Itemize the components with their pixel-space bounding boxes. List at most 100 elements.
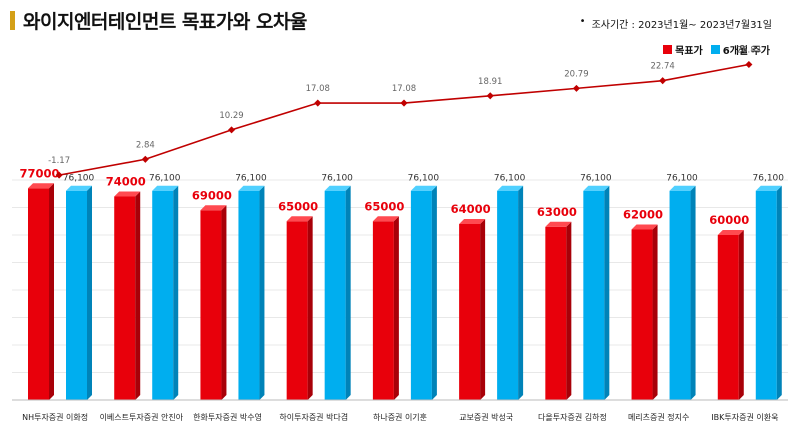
target-bar-front — [631, 229, 653, 400]
target-bar-top — [372, 216, 399, 222]
target-bar-side — [393, 216, 399, 400]
category-label: 교보증권 박성국 — [459, 412, 513, 422]
error-rate-point — [314, 99, 322, 107]
price-bar-front — [410, 190, 432, 400]
price-bar-front — [583, 190, 605, 400]
price-value-label: 76,100 — [753, 174, 785, 184]
target-bar-top — [28, 183, 54, 189]
price-bar-top — [755, 185, 782, 191]
legend: 목표가 6개월 주가 — [663, 42, 770, 57]
price-bar — [152, 185, 179, 400]
target-value-label: 74000 — [106, 175, 146, 189]
error-rate-point — [141, 155, 149, 163]
error-rate-label: 2.84 — [136, 140, 155, 150]
price-bar-front — [238, 190, 260, 400]
price-bar — [497, 185, 524, 400]
price-value-label: 76,100 — [494, 174, 526, 184]
target-bar — [28, 183, 54, 400]
price-bar-front — [669, 190, 691, 400]
price-bar-top — [152, 185, 179, 191]
price-bar-side — [173, 185, 179, 400]
error-rate-label: 10.29 — [219, 111, 243, 121]
price-value-label: 76,100 — [408, 174, 440, 184]
error-rate-label: 17.08 — [306, 84, 330, 94]
target-bar — [286, 216, 313, 400]
target-bar — [545, 221, 572, 400]
survey-period: • 조사기간 : 2023년1월~ 2023년7월31일 — [580, 16, 772, 31]
category-label: 이베스트투자증권 안진아 — [100, 412, 184, 422]
price-bar-top — [238, 185, 265, 191]
target-bar — [372, 216, 399, 400]
legend-label-price: 6개월 주가 — [722, 46, 770, 57]
target-bar-top — [459, 219, 486, 224]
title-accent-bar — [10, 10, 15, 30]
error-rate-label: 22.74 — [650, 62, 674, 72]
target-bar-top — [717, 230, 744, 235]
target-bar-front — [545, 226, 567, 400]
error-rate-point — [486, 92, 494, 100]
target-bar-front — [459, 224, 481, 400]
price-bar-side — [431, 185, 437, 400]
target-bar-front — [717, 235, 739, 400]
price-bar — [238, 185, 265, 400]
target-value-label: 60000 — [709, 213, 749, 227]
error-rate-point — [745, 60, 753, 69]
target-bar-side — [135, 191, 141, 400]
target-bar — [631, 224, 658, 400]
title-bar: 와이지엔터테인먼트 목표가와 오차율 — [10, 8, 307, 33]
error-rate-point — [659, 77, 667, 85]
category-label: 한화투자증권 박수영 — [193, 412, 262, 422]
legend-swatch-target — [663, 45, 673, 54]
price-bar-side — [604, 185, 610, 400]
category-label: IBK투자증권 이환욱 — [711, 412, 778, 422]
target-bar-front — [372, 221, 394, 400]
price-bar — [324, 185, 351, 400]
price-bar-front — [755, 190, 777, 400]
error-rate-label: 26.83 — [737, 46, 761, 56]
category-label: 메리츠증권 정지수 — [628, 412, 689, 422]
price-bar-side — [518, 185, 524, 400]
target-value-label: 65000 — [278, 199, 318, 213]
bullet-icon: • — [579, 16, 586, 27]
price-bar-front — [152, 190, 174, 400]
price-bar-top — [66, 185, 92, 191]
target-value-label: 69000 — [192, 188, 232, 202]
price-bar-side — [776, 185, 782, 400]
price-bar-top — [410, 185, 437, 191]
error-rate-label: -1.17 — [48, 156, 70, 166]
target-bar-side — [652, 224, 658, 400]
price-value-label: 76,100 — [149, 174, 181, 184]
target-bar — [200, 205, 227, 400]
price-bar-side — [87, 185, 92, 400]
legend-swatch-price — [710, 45, 720, 54]
target-value-label: 64000 — [451, 202, 491, 216]
legend-label-target: 목표가 — [675, 46, 703, 57]
price-value-label: 76,100 — [666, 174, 698, 184]
target-bar-front — [114, 196, 136, 400]
price-bar-front — [497, 190, 519, 400]
target-value-label: 62000 — [623, 208, 663, 222]
price-bar-top — [583, 185, 610, 191]
price-value-label: 76,100 — [321, 174, 353, 184]
target-bar-top — [114, 191, 141, 197]
target-bar-side — [738, 230, 744, 400]
price-value-label: 76,100 — [235, 174, 267, 184]
category-label: 하이투자증권 박다겸 — [279, 412, 348, 422]
target-value-label: 63000 — [537, 205, 577, 219]
category-label: NH투자증권 이화정 — [22, 412, 88, 422]
error-rate-point — [400, 99, 408, 107]
target-bar-top — [286, 216, 313, 222]
price-bar-top — [497, 185, 524, 191]
price-value-label: 76,100 — [63, 174, 95, 184]
target-bar — [459, 219, 486, 400]
target-bar-side — [49, 183, 54, 400]
target-bar-side — [221, 205, 227, 400]
price-bar-front — [66, 190, 87, 400]
price-bar — [410, 185, 437, 400]
target-bar-front — [286, 221, 308, 400]
legend-item-price: 6개월 주가 — [710, 42, 770, 57]
category-label: 하나증권 이기훈 — [373, 412, 427, 422]
category-label: 다올투자증권 김하정 — [538, 412, 607, 422]
price-value-label: 76,100 — [580, 174, 612, 184]
